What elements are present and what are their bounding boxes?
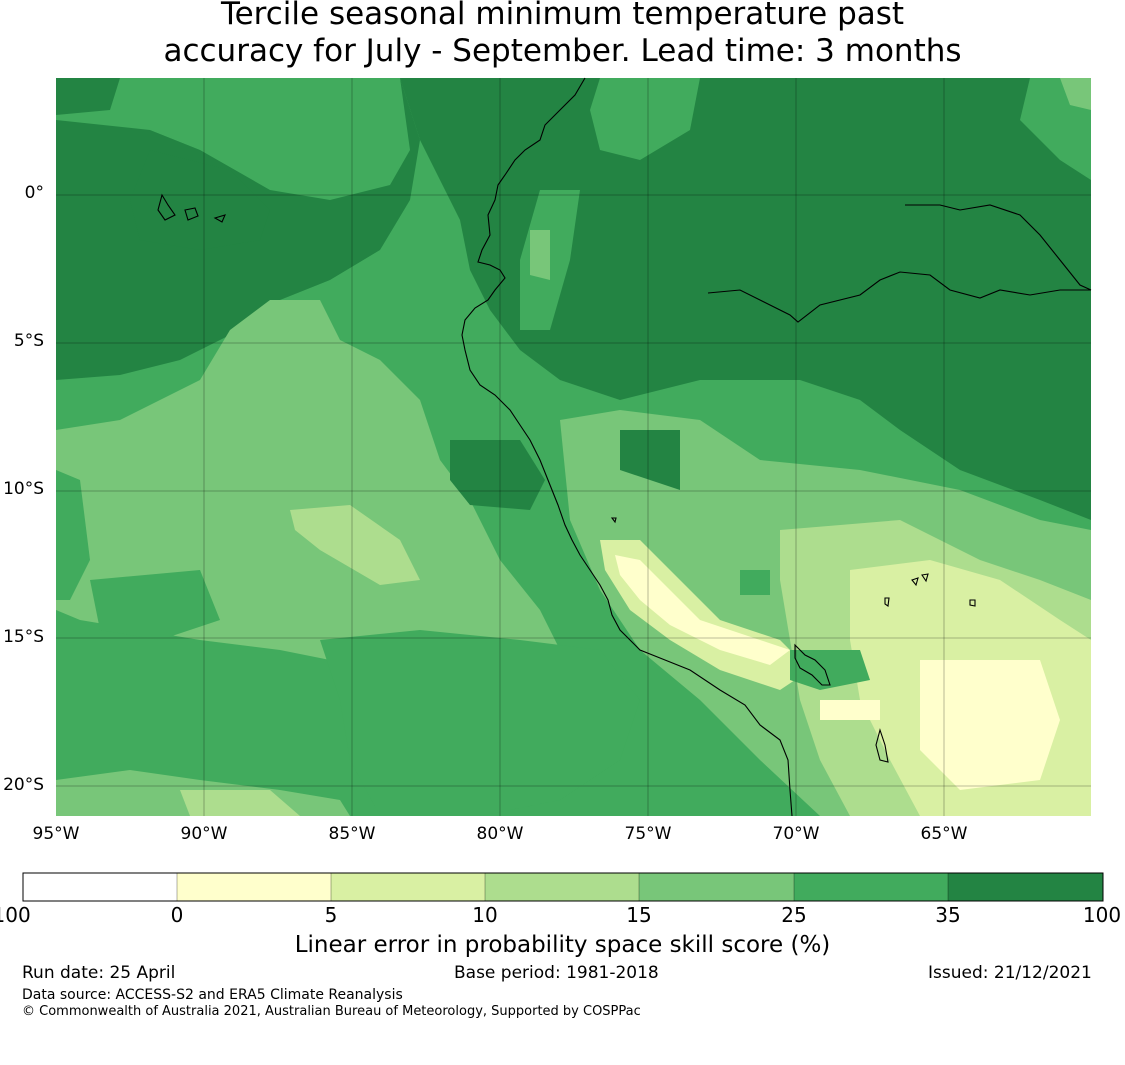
skill-region-nw-corner — [56, 78, 120, 115]
data-source: Data source: ACCESS-S2 and ERA5 Climate … — [22, 987, 403, 1003]
colorbar-tick-15: 15 — [626, 903, 652, 927]
colorbar-bin-7 — [948, 873, 1103, 901]
copyright: © Commonwealth of Australia 2021, Austra… — [22, 1004, 641, 1019]
lat-label-20s: 20°S — [3, 775, 44, 795]
skill-region-patch-yellow — [820, 700, 880, 720]
colorbar-tick-25: 25 — [781, 903, 807, 927]
skill-region-colombia-mid — [590, 78, 700, 160]
colorbar-tick-100: 100 — [1082, 903, 1122, 927]
colorbar-bin-1 — [23, 873, 177, 901]
colorbar-tick-35: 35 — [935, 903, 961, 927]
colorbar — [22, 872, 1104, 902]
lon-label-85w: 85°W — [328, 824, 376, 844]
skill-region-titicaca-mid — [790, 650, 870, 690]
colorbar-bin-3 — [331, 873, 485, 901]
skill-region-ecuador-light — [530, 230, 550, 280]
skill-region-south-yellow — [920, 660, 1060, 790]
issued-date: Issued: 21/12/2021 — [928, 963, 1092, 983]
skill-region-coast-yellow-band — [615, 555, 790, 665]
lon-label-80w: 80°W — [476, 824, 524, 844]
skill-region-north-mid — [56, 78, 410, 200]
lon-label-70w: 70°W — [772, 824, 820, 844]
colorbar-tick-minus100: -100 — [0, 903, 31, 927]
skill-field — [56, 78, 1091, 816]
coastline — [157, 77, 1092, 817]
map-title-line-2: accuracy for July - September. Lead time… — [163, 33, 962, 69]
colorbar-bin-2 — [177, 873, 331, 901]
colorbar-tick-10: 10 — [472, 903, 498, 927]
skill-region-continent-dark — [400, 78, 1091, 520]
colorbar-bin-6 — [794, 873, 948, 901]
skill-region-ocean-pale — [290, 505, 420, 585]
skill-region-sw-mid — [90, 570, 220, 640]
skill-region-peru-coast-dark — [450, 440, 545, 510]
skill-region-patch-mid — [740, 570, 770, 595]
lat-label-5s: 5°S — [13, 331, 44, 351]
lat-label-10s: 10°S — [3, 479, 44, 499]
lon-label-90w: 90°W — [180, 824, 228, 844]
skill-region-far-west-mid — [56, 470, 90, 600]
lon-label-65w: 65°W — [920, 824, 968, 844]
colorbar-tick-0: 0 — [170, 903, 184, 927]
map-title-line-1: Tercile seasonal minimum temperature pas… — [220, 0, 905, 32]
lon-label-75w: 75°W — [624, 824, 672, 844]
lat-label-0: 0° — [24, 183, 44, 203]
graticule — [56, 78, 1091, 816]
colorbar-label: Linear error in probability space skill … — [294, 932, 831, 958]
lat-label-15s: 15°S — [3, 627, 44, 647]
skill-region-galapagos-dark — [130, 150, 270, 250]
skill-region-ne-light — [1060, 78, 1091, 110]
colorbar-tick-5: 5 — [324, 903, 338, 927]
skill-region-south-pale — [180, 790, 300, 816]
colorbar-bin-4 — [485, 873, 639, 901]
skill-region-south-mid — [320, 630, 640, 816]
colorbar-bin-5 — [639, 873, 794, 901]
base-period: Base period: 1981-2018 — [454, 963, 659, 983]
run-date: Run date: 25 April — [22, 963, 176, 983]
skill-region-andes-dark — [620, 430, 680, 490]
lon-label-95w: 95°W — [32, 824, 80, 844]
